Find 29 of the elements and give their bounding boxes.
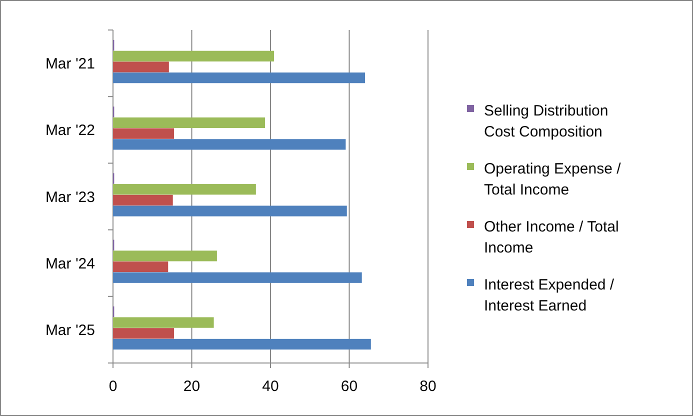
x-tick-label: 40 — [262, 378, 279, 395]
bar — [113, 261, 168, 272]
bar — [113, 250, 217, 262]
legend-label: Other Income / Total Income — [484, 218, 619, 256]
bar — [113, 194, 173, 206]
x-tick-label: 60 — [340, 378, 358, 395]
bar — [113, 50, 274, 62]
bar — [113, 328, 174, 339]
y-tick-label: Mar '22 — [45, 122, 95, 140]
x-tick-label: 20 — [183, 378, 200, 395]
bar — [113, 338, 371, 350]
y-tick-label: Mar '23 — [45, 188, 95, 206]
legend-label: Operating Expense / Total Income — [484, 160, 622, 198]
bar — [113, 62, 169, 72]
bar — [113, 317, 214, 328]
legend-label: Selling Distribution Cost Composition — [484, 102, 608, 140]
bar — [113, 72, 365, 84]
bar — [113, 272, 362, 283]
bar — [113, 184, 256, 195]
x-tick-label: 80 — [420, 378, 436, 395]
bar — [113, 206, 347, 216]
legend-label: Interest Expended / Interest Earned — [484, 276, 615, 314]
bar — [113, 139, 346, 150]
y-tick-label: Mar '25 — [45, 322, 95, 339]
y-tick-label: Mar '21 — [45, 56, 95, 73]
bar — [113, 128, 174, 139]
y-tick-label: Mar '24 — [45, 255, 95, 272]
bar — [113, 117, 265, 128]
x-tick-label: 0 — [108, 378, 118, 395]
